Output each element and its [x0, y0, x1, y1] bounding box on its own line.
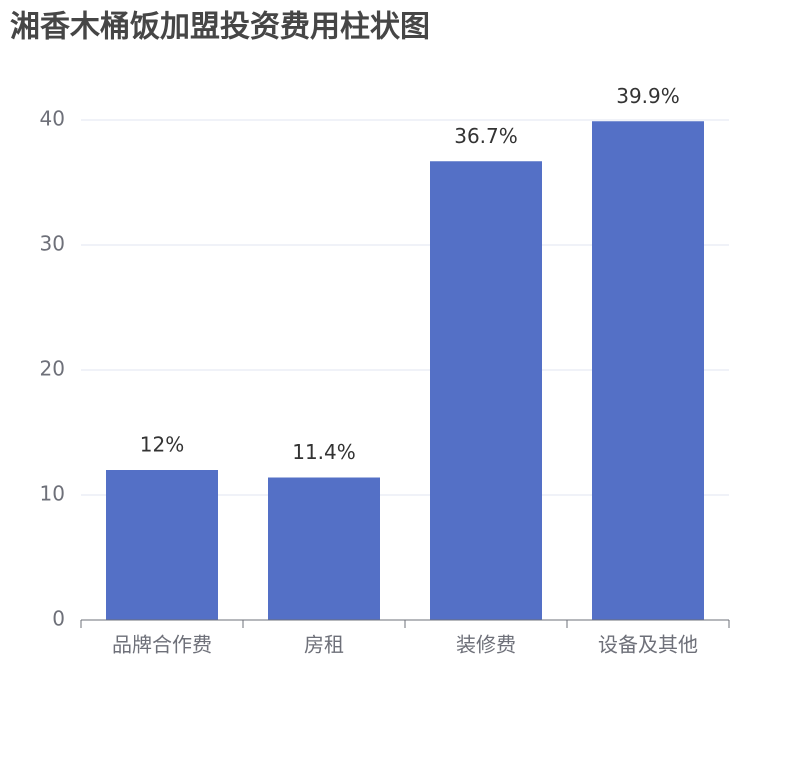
x-tick-label: 设备及其他: [598, 633, 698, 657]
y-tick-label: 0: [52, 607, 65, 631]
chart-title: 湘香木桶饭加盟投资费用柱状图: [10, 10, 430, 45]
bar: [106, 470, 218, 620]
value-label: 36.7%: [454, 124, 518, 148]
y-tick-label: 10: [40, 482, 65, 506]
value-label: 11.4%: [292, 440, 356, 464]
value-label: 39.9%: [616, 84, 680, 108]
y-tick-label: 30: [40, 232, 65, 256]
x-tick-label: 装修费: [456, 633, 516, 657]
x-tick-label: 品牌合作费: [112, 633, 212, 657]
value-label: 12%: [140, 433, 184, 457]
bar: [592, 121, 704, 620]
x-tick-label: 房租: [304, 633, 344, 657]
bar: [430, 161, 542, 620]
bar: [268, 477, 380, 620]
y-tick-label: 40: [40, 107, 65, 131]
y-tick-label: 20: [40, 357, 65, 381]
